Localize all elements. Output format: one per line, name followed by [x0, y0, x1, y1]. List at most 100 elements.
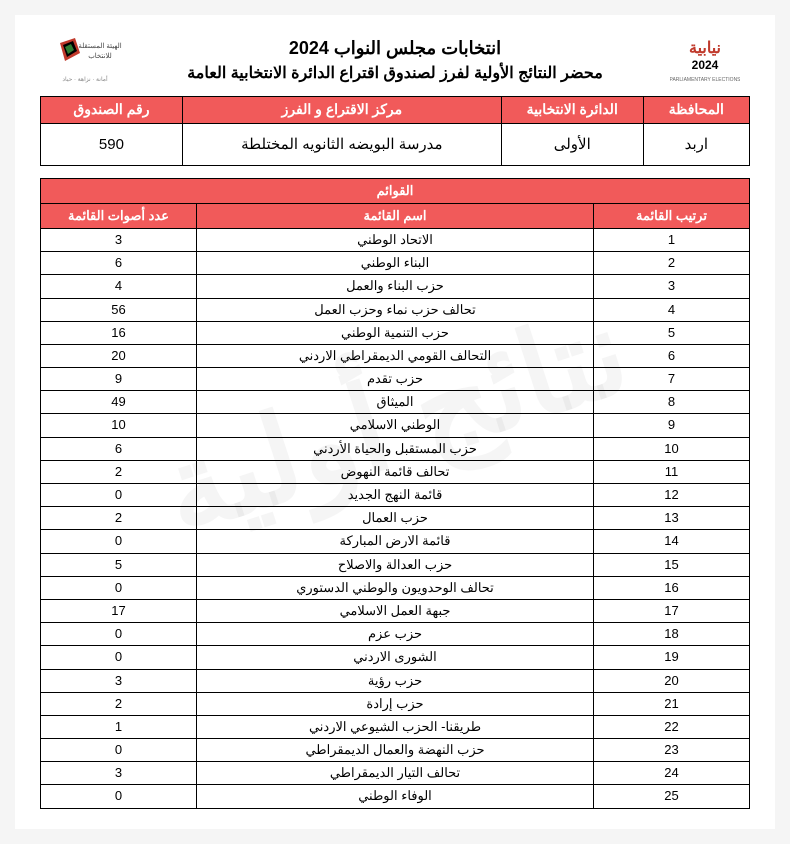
cell-name: الوفاء الوطني — [196, 785, 593, 808]
table-row: 21حزب إرادة2 — [41, 692, 750, 715]
table-row: 23حزب النهضة والعمال الديمقراطي0 — [41, 739, 750, 762]
cell-votes: 0 — [41, 484, 197, 507]
cell-votes: 2 — [41, 460, 197, 483]
cell-name: التحالف القومي الديمقراطي الاردني — [196, 344, 593, 367]
col-box: رقم الصندوق — [41, 97, 183, 124]
table-row: 22طريقنا- الحزب الشيوعي الاردني1 — [41, 715, 750, 738]
table-row: 20حزب رؤية3 — [41, 669, 750, 692]
cell-rank: 1 — [594, 228, 750, 251]
svg-text:أمانة · نزاهة · حياد: أمانة · نزاهة · حياد — [62, 74, 108, 83]
document-header: نيابية 2024 PARLIAMENTARY ELECTIONS انتخ… — [40, 30, 750, 90]
cell-votes: 0 — [41, 623, 197, 646]
col-rank-header: ترتيب القائمة — [594, 203, 750, 228]
cell-name: جبهة العمل الاسلامي — [196, 599, 593, 622]
cell-rank: 16 — [594, 576, 750, 599]
table-row: 6التحالف القومي الديمقراطي الاردني20 — [41, 344, 750, 367]
lists-columns-row: ترتيب القائمة اسم القائمة عدد أصوات القا… — [41, 203, 750, 228]
cell-rank: 6 — [594, 344, 750, 367]
cell-rank: 12 — [594, 484, 750, 507]
table-row: 18حزب عزم0 — [41, 623, 750, 646]
cell-rank: 4 — [594, 298, 750, 321]
table-row: 8الميثاق49 — [41, 391, 750, 414]
cell-votes: 16 — [41, 321, 197, 344]
col-governorate: المحافظة — [643, 97, 749, 124]
cell-rank: 19 — [594, 646, 750, 669]
logo-right: نيابية 2024 PARLIAMENTARY ELECTIONS — [660, 30, 750, 90]
cell-votes: 17 — [41, 599, 197, 622]
cell-name: الاتحاد الوطني — [196, 228, 593, 251]
cell-votes: 9 — [41, 368, 197, 391]
cell-name: حزب النهضة والعمال الديمقراطي — [196, 739, 593, 762]
table-row: 17جبهة العمل الاسلامي17 — [41, 599, 750, 622]
table-row: 14قائمة الارض المباركة0 — [41, 530, 750, 553]
cell-name: الشورى الاردني — [196, 646, 593, 669]
title-sub: محضر النتائج الأولية لفرز لصندوق اقتراع … — [130, 63, 660, 83]
cell-votes: 5 — [41, 553, 197, 576]
table-row: 16تحالف الوحدويون والوطني الدستوري0 — [41, 576, 750, 599]
cell-votes: 4 — [41, 275, 197, 298]
cell-votes: 10 — [41, 414, 197, 437]
cell-rank: 24 — [594, 762, 750, 785]
page: نتائج أولية نيابية 2024 PARLIAMENTARY EL… — [15, 15, 775, 829]
cell-votes: 1 — [41, 715, 197, 738]
svg-text:الهيئة المستقلة: الهيئة المستقلة — [78, 42, 121, 50]
col-center: مركز الاقتراع و الفرز — [182, 97, 501, 124]
cell-rank: 21 — [594, 692, 750, 715]
table-row: 10حزب المستقبل والحياة الأردني6 — [41, 437, 750, 460]
logo-left: الهيئة المستقلة للانتخاب أمانة · نزاهة ·… — [40, 30, 130, 90]
cell-rank: 22 — [594, 715, 750, 738]
table-row: 25الوفاء الوطني0 — [41, 785, 750, 808]
table-row: 19الشورى الاردني0 — [41, 646, 750, 669]
cell-rank: 13 — [594, 507, 750, 530]
cell-votes: 6 — [41, 252, 197, 275]
table-row: 2البناء الوطني6 — [41, 252, 750, 275]
cell-rank: 18 — [594, 623, 750, 646]
table-row: 3حزب البناء والعمل4 — [41, 275, 750, 298]
val-center: مدرسة البويضه الثانويه المختلطة — [182, 123, 501, 165]
cell-rank: 5 — [594, 321, 750, 344]
cell-rank: 2 — [594, 252, 750, 275]
cell-name: البناء الوطني — [196, 252, 593, 275]
titles: انتخابات مجلس النواب 2024 محضر النتائج ا… — [130, 38, 660, 83]
cell-rank: 10 — [594, 437, 750, 460]
cell-votes: 2 — [41, 692, 197, 715]
cell-name: حزب تقدم — [196, 368, 593, 391]
cell-name: تحالف قائمة النهوض — [196, 460, 593, 483]
cell-name: حزب إرادة — [196, 692, 593, 715]
table-row: 13حزب العمال2 — [41, 507, 750, 530]
info-header-row: المحافظة الدائرة الانتخابية مركز الاقترا… — [41, 97, 750, 124]
svg-text:PARLIAMENTARY ELECTIONS: PARLIAMENTARY ELECTIONS — [670, 77, 740, 83]
cell-name: حزب العمال — [196, 507, 593, 530]
cell-name: تحالف الوحدويون والوطني الدستوري — [196, 576, 593, 599]
cell-name: حزب العدالة والاصلاح — [196, 553, 593, 576]
cell-votes: 0 — [41, 785, 197, 808]
cell-rank: 15 — [594, 553, 750, 576]
cell-rank: 3 — [594, 275, 750, 298]
cell-rank: 8 — [594, 391, 750, 414]
cell-name: طريقنا- الحزب الشيوعي الاردني — [196, 715, 593, 738]
cell-name: الميثاق — [196, 391, 593, 414]
cell-votes: 0 — [41, 576, 197, 599]
cell-name: قائمة النهج الجديد — [196, 484, 593, 507]
col-name-header: اسم القائمة — [196, 203, 593, 228]
col-votes-header: عدد أصوات القائمة — [41, 203, 197, 228]
table-row: 9الوطني الاسلامي10 — [41, 414, 750, 437]
info-table: المحافظة الدائرة الانتخابية مركز الاقترا… — [40, 96, 750, 166]
cell-votes: 2 — [41, 507, 197, 530]
cell-votes: 0 — [41, 530, 197, 553]
lists-table: القوائم ترتيب القائمة اسم القائمة عدد أص… — [40, 178, 750, 809]
table-row: 7حزب تقدم9 — [41, 368, 750, 391]
cell-rank: 23 — [594, 739, 750, 762]
table-row: 24تحالف التيار الديمقراطي3 — [41, 762, 750, 785]
title-main: انتخابات مجلس النواب 2024 — [130, 38, 660, 59]
cell-name: تحالف التيار الديمقراطي — [196, 762, 593, 785]
cell-name: تحالف حزب نماء وحزب العمل — [196, 298, 593, 321]
table-row: 5حزب التنمية الوطني16 — [41, 321, 750, 344]
lists-section-header: القوائم — [41, 178, 750, 203]
cell-votes: 3 — [41, 762, 197, 785]
val-governorate: اربد — [643, 123, 749, 165]
table-row: 11تحالف قائمة النهوض2 — [41, 460, 750, 483]
val-box: 590 — [41, 123, 183, 165]
cell-name: الوطني الاسلامي — [196, 414, 593, 437]
table-row: 12قائمة النهج الجديد0 — [41, 484, 750, 507]
